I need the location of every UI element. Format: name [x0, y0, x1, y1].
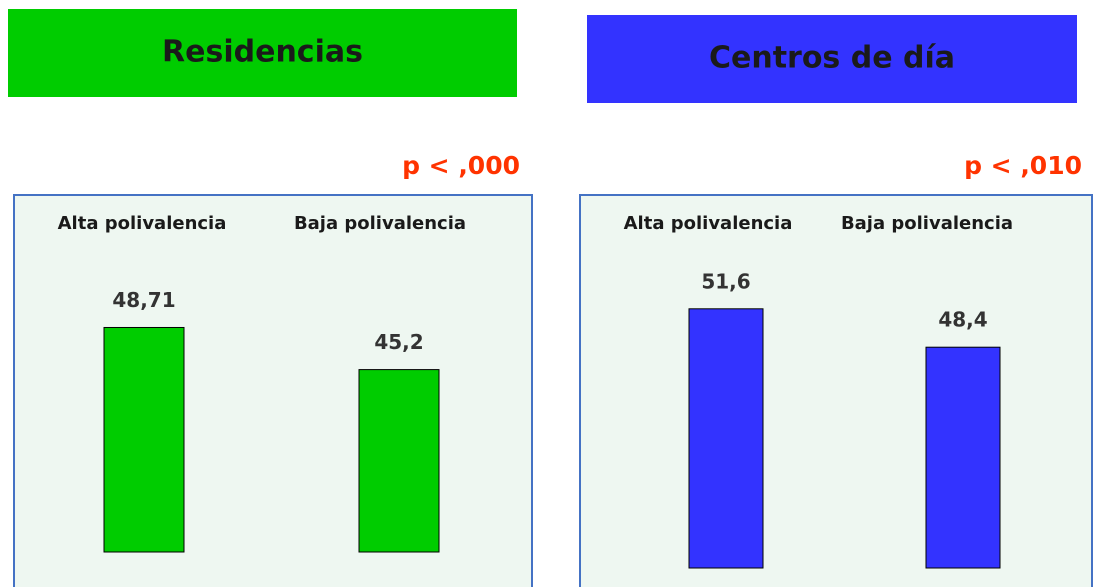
- p-value: p < ,010: [964, 151, 1082, 180]
- value-label: 48,4: [938, 308, 987, 332]
- plot-area: [13, 194, 533, 587]
- value-label: 51,6: [701, 269, 750, 293]
- category-label: Baja polivalencia: [294, 213, 466, 234]
- chart-title: Centros de día: [709, 41, 955, 76]
- category-label: Baja polivalencia: [841, 213, 1013, 234]
- p-value: p < ,000: [402, 151, 520, 180]
- bar: [103, 326, 185, 553]
- category-label: Alta polivalencia: [58, 213, 227, 234]
- title-banner: [8, 9, 517, 97]
- bar: [688, 308, 764, 569]
- category-label: Alta polivalencia: [624, 213, 793, 234]
- chart-title: Residencias: [162, 35, 363, 70]
- value-label: 48,71: [112, 288, 175, 312]
- bar: [925, 346, 1001, 569]
- title-banner: [587, 15, 1077, 103]
- bar: [358, 369, 440, 553]
- plot-area: [579, 194, 1093, 587]
- value-label: 45,2: [374, 330, 423, 354]
